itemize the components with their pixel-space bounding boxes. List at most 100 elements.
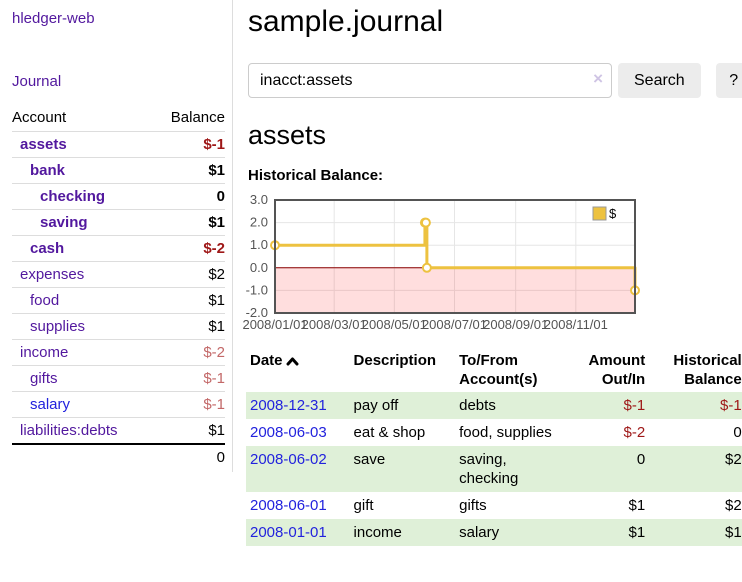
account-row-gifts: gifts $-1	[12, 365, 225, 392]
transaction-date-link[interactable]: 2008-01-01	[250, 524, 327, 541]
account-link-cash[interactable]: cash	[30, 240, 65, 257]
account-link-salary[interactable]: salary	[30, 396, 71, 413]
account-balance: $1	[152, 157, 225, 184]
account-heading: assets	[248, 120, 327, 150]
transaction-balance: $-1	[720, 397, 742, 414]
account-link-expenses[interactable]: expenses	[20, 266, 85, 283]
transaction-row[interactable]: 2008-01-01 income salary $1 $1	[246, 519, 742, 546]
svg-text:2008/05/01: 2008/05/01	[362, 317, 427, 332]
svg-text:-2.0: -2.0	[246, 305, 268, 320]
account-row-liabilities-debts: liabilities:debts $1	[12, 417, 225, 444]
account-link-assets[interactable]: assets	[20, 136, 67, 153]
help-button[interactable]: ?	[715, 63, 742, 98]
account-row-food: food $1	[12, 287, 225, 314]
svg-text:2008/01/01: 2008/01/01	[242, 317, 307, 332]
transaction-accounts: saving, checking	[459, 451, 519, 487]
account-link-supplies[interactable]: supplies	[30, 318, 86, 335]
search-box: ×	[248, 63, 612, 98]
account-link-liabilities-debts[interactable]: liabilities:debts	[20, 422, 118, 439]
account-row-saving: saving $1	[12, 209, 225, 236]
transaction-accounts: salary	[459, 524, 500, 541]
transaction-accounts: food, supplies	[459, 424, 552, 441]
transaction-balance: $2	[725, 497, 742, 514]
accounts-header-balance: Balance	[170, 109, 225, 126]
account-row-cash: cash $-2	[12, 235, 225, 262]
transaction-amount: $-1	[623, 397, 646, 414]
svg-text:2008/07/01: 2008/07/01	[422, 317, 487, 332]
account-row-supplies: supplies $1	[12, 313, 225, 340]
search-input[interactable]	[248, 63, 612, 98]
transaction-accounts: debts	[459, 397, 496, 414]
accounts-header-row: Account Balance	[12, 105, 225, 132]
account-row-salary: salary $-1	[12, 391, 225, 418]
account-row-assets: assets $-1	[12, 131, 225, 158]
transaction-description: pay off	[353, 397, 399, 414]
svg-text:2008/03/01: 2008/03/01	[302, 317, 367, 332]
transaction-balance: 0	[733, 424, 742, 441]
transaction-date-link[interactable]: 2008-06-03	[250, 424, 327, 441]
svg-text:3.0: 3.0	[250, 192, 268, 207]
account-balance: $-1	[152, 391, 225, 418]
col-header-date-label: Date	[250, 352, 283, 369]
transaction-amount: $-2	[623, 424, 646, 441]
account-row-bank: bank $1	[12, 157, 225, 184]
account-row-expenses: expenses $2	[12, 261, 225, 288]
account-link-bank[interactable]: bank	[30, 162, 66, 179]
balance-chart: $3.0 2.0 1.0 0.0 -1.0 -2.02008/01/012008/03/0…	[242, 192, 640, 332]
sidebar-item-journal[interactable]: Journal	[12, 73, 62, 90]
transaction-row[interactable]: 2008-06-03 eat & shop food, supplies $-2…	[246, 419, 742, 446]
transaction-row[interactable]: 2008-12-31 pay off debts $-1 $-1	[246, 392, 742, 419]
accounts-total-row: 0	[12, 443, 225, 470]
account-link-income[interactable]: income	[20, 344, 69, 361]
page-title: sample.journal	[248, 5, 444, 38]
account-link-checking[interactable]: checking	[40, 188, 106, 205]
account-balance: $-2	[152, 235, 225, 262]
transaction-row[interactable]: 2008-06-01 gift gifts $1 $2	[246, 492, 742, 519]
col-header-tofrom: To/From Account(s)	[459, 352, 538, 388]
account-balance: $-1	[152, 365, 225, 392]
svg-text:-1.0: -1.0	[246, 282, 268, 297]
transaction-balance: $1	[725, 524, 742, 541]
account-balance: $-2	[152, 339, 225, 366]
transaction-accounts: gifts	[459, 497, 487, 514]
account-link-gifts[interactable]: gifts	[30, 370, 58, 387]
account-link-food[interactable]: food	[30, 292, 60, 309]
chart-title: Historical Balance:	[248, 167, 384, 184]
transaction-description: gift	[353, 497, 374, 514]
brand-link[interactable]: hledger-web	[12, 10, 95, 27]
transaction-date-link[interactable]: 2008-12-31	[250, 397, 327, 414]
accounts-header-account: Account	[12, 109, 67, 126]
clear-search-icon[interactable]: ×	[593, 69, 603, 88]
svg-text:2.0: 2.0	[250, 215, 268, 230]
accounts-table: Account Balance assets $-1 bank $1 check…	[12, 105, 225, 470]
col-header-date[interactable]: Date	[246, 348, 346, 392]
transaction-amount: $1	[628, 497, 646, 514]
svg-text:1.0: 1.0	[250, 237, 268, 252]
svg-text:2008/09/01: 2008/09/01	[483, 317, 548, 332]
svg-text:2008/11/01: 2008/11/01	[544, 317, 608, 332]
account-balance: $1	[152, 287, 225, 314]
account-balance: $-1	[152, 131, 225, 158]
sidebar: hledger-web Journal Account Balance asse…	[0, 0, 233, 472]
transaction-description: income	[353, 524, 402, 541]
accounts-total: 0	[152, 443, 225, 470]
search-button[interactable]: Search	[618, 63, 701, 98]
account-balance: 0	[152, 183, 225, 210]
transaction-amount: 0	[636, 451, 646, 468]
transaction-date-link[interactable]: 2008-06-02	[250, 451, 327, 468]
account-balance: $2	[152, 261, 225, 288]
transaction-balance: $2	[725, 451, 742, 468]
col-header-balance: Historical Balance	[673, 352, 742, 388]
account-row-income: income $-2	[12, 339, 225, 366]
account-balance: $1	[152, 313, 225, 340]
transaction-date-link[interactable]: 2008-06-01	[250, 497, 327, 514]
app-layout: hledger-web Journal Account Balance asse…	[0, 0, 742, 546]
account-balance: $1	[152, 209, 225, 236]
sort-ascending-icon	[286, 357, 299, 366]
account-balance: $1	[152, 417, 225, 444]
account-link-saving[interactable]: saving	[40, 214, 88, 231]
transaction-row[interactable]: 2008-06-02 save saving, checking 0 $2	[246, 446, 742, 492]
transaction-description: save	[353, 451, 386, 468]
transactions-header-row: Date Description To/From Account(s) Amou…	[246, 348, 742, 392]
account-row-checking: checking 0	[12, 183, 225, 210]
